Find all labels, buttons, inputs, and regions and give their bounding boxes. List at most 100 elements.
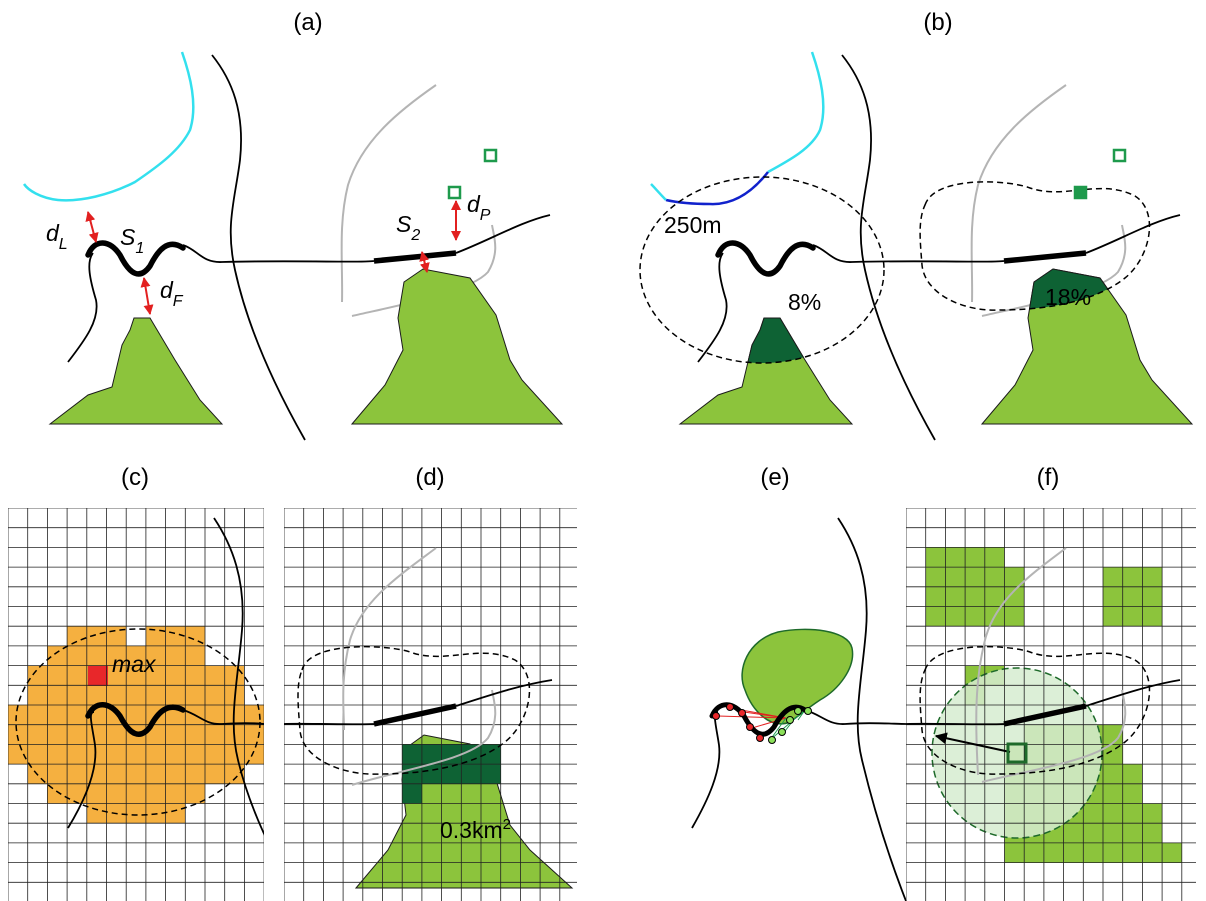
- secondary-road: [981, 224, 1127, 317]
- segment-s1: [85, 240, 186, 277]
- buffer-cell: [126, 665, 146, 686]
- segment-s2: [1003, 250, 1087, 264]
- buffer-250m-left: [639, 176, 885, 364]
- distance-arrow-forest: [140, 277, 154, 315]
- trail-line: [1085, 214, 1181, 254]
- forest-overlap-cell: [402, 764, 422, 784]
- forest-cell: [1162, 842, 1182, 863]
- distance-arrow-lake: [85, 211, 99, 243]
- label-max: max: [112, 651, 157, 677]
- buffer-cell: [185, 744, 205, 765]
- label-dp: dP: [467, 191, 491, 224]
- trail-line: [691, 709, 907, 829]
- buffer-cell: [185, 764, 205, 784]
- buffer-cell: [47, 764, 68, 784]
- forest-cell: [1004, 842, 1025, 863]
- sample-points-visible: [768, 707, 812, 744]
- panel-a: dL S1 dF S2 dP: [22, 51, 564, 441]
- forest-cell: [945, 547, 966, 568]
- buffer-cell: [205, 764, 225, 784]
- forest-cell: [1142, 803, 1163, 824]
- buffer-cell: [205, 665, 225, 686]
- buffer-cell: [126, 705, 146, 725]
- buffer-cell: [165, 764, 186, 784]
- forest-cell: [1083, 803, 1103, 824]
- forest-cell: [1103, 606, 1123, 627]
- buffer-cell: [224, 665, 245, 686]
- buffer-cell: [47, 645, 68, 666]
- secondary-road: [975, 547, 1067, 776]
- panel-f: [906, 508, 1196, 901]
- forest-cell: [1142, 842, 1163, 863]
- buffer-cell: [145, 764, 166, 784]
- lake-shoreline-near: [665, 171, 769, 206]
- buffer-cell: [126, 783, 146, 804]
- buffer-cell: [145, 626, 166, 646]
- buffer-cell: [185, 724, 205, 745]
- buffer-cell: [86, 803, 107, 824]
- forest-cell: [984, 567, 1005, 587]
- river-line: [841, 54, 936, 441]
- forest-cell: [925, 547, 946, 568]
- forest-cell: [984, 547, 1005, 568]
- forest-cell: [1103, 823, 1123, 843]
- buffer-cell: [27, 705, 48, 725]
- forest-cell: [1063, 823, 1084, 843]
- buffer-cell: [205, 724, 225, 745]
- forest-cell: [1004, 586, 1025, 607]
- panel-title-a: (a): [293, 9, 322, 36]
- buffer-cell: [165, 645, 186, 666]
- forest-cell: [1103, 586, 1123, 607]
- forest-cell: [1083, 842, 1103, 863]
- forest-overlap-cell: [402, 783, 422, 804]
- trail-line: [284, 679, 553, 726]
- buffer-cell: [27, 744, 48, 765]
- forest-cell: [1103, 803, 1123, 824]
- buffer-cell: [106, 645, 127, 666]
- buffer-cell: [27, 685, 48, 705]
- label-pct-right: 18%: [1045, 284, 1091, 310]
- forest-overlap-cell: [402, 744, 422, 765]
- buffer-cell: [47, 665, 68, 686]
- buffer-cell: [126, 803, 146, 824]
- buffer-cell: [224, 744, 245, 765]
- buffer-cell: [67, 783, 87, 804]
- buffer-cell: [47, 744, 68, 765]
- distance-arrow-forest-s2: [419, 251, 430, 273]
- river-line: [213, 517, 264, 836]
- panel-title-e: (e): [760, 464, 789, 491]
- buffer-cell: [27, 665, 48, 686]
- panel-title-b: (b): [923, 9, 952, 36]
- forest-cell: [1122, 586, 1143, 607]
- buffer-cell: [205, 685, 225, 705]
- buffer-cell: [47, 685, 68, 705]
- lake-shoreline: [650, 183, 667, 201]
- buffer-250m-right: [919, 645, 1151, 775]
- forest-cell: [1122, 764, 1143, 784]
- grid-f: [906, 508, 1196, 901]
- buffer-cell: [165, 803, 186, 824]
- forest-cell: [965, 606, 985, 627]
- secondary-road: [351, 224, 497, 317]
- buffer-cell: [205, 705, 225, 725]
- buffer-cell: [106, 783, 127, 804]
- label-pct-left: 8%: [788, 289, 821, 315]
- forest-cell: [1083, 823, 1103, 843]
- max-cell: [88, 666, 108, 686]
- forest-cell: [1122, 783, 1143, 804]
- label-radius: 250m: [664, 212, 722, 238]
- buffer-cell: [67, 626, 87, 646]
- grid-d: [284, 508, 577, 901]
- forest-overlap-cell: [461, 764, 481, 784]
- buffer-cell: [86, 783, 107, 804]
- forest-cell: [1122, 606, 1143, 627]
- forest-cell: [945, 567, 966, 587]
- forest-overlap-cell: [481, 764, 501, 784]
- buffer-cell: [165, 665, 186, 686]
- forest-cell: [984, 586, 1005, 607]
- trail-line: [697, 244, 1005, 363]
- forest-cell: [1142, 567, 1163, 587]
- forest-cell: [1103, 744, 1123, 765]
- forest-cell: [945, 606, 966, 627]
